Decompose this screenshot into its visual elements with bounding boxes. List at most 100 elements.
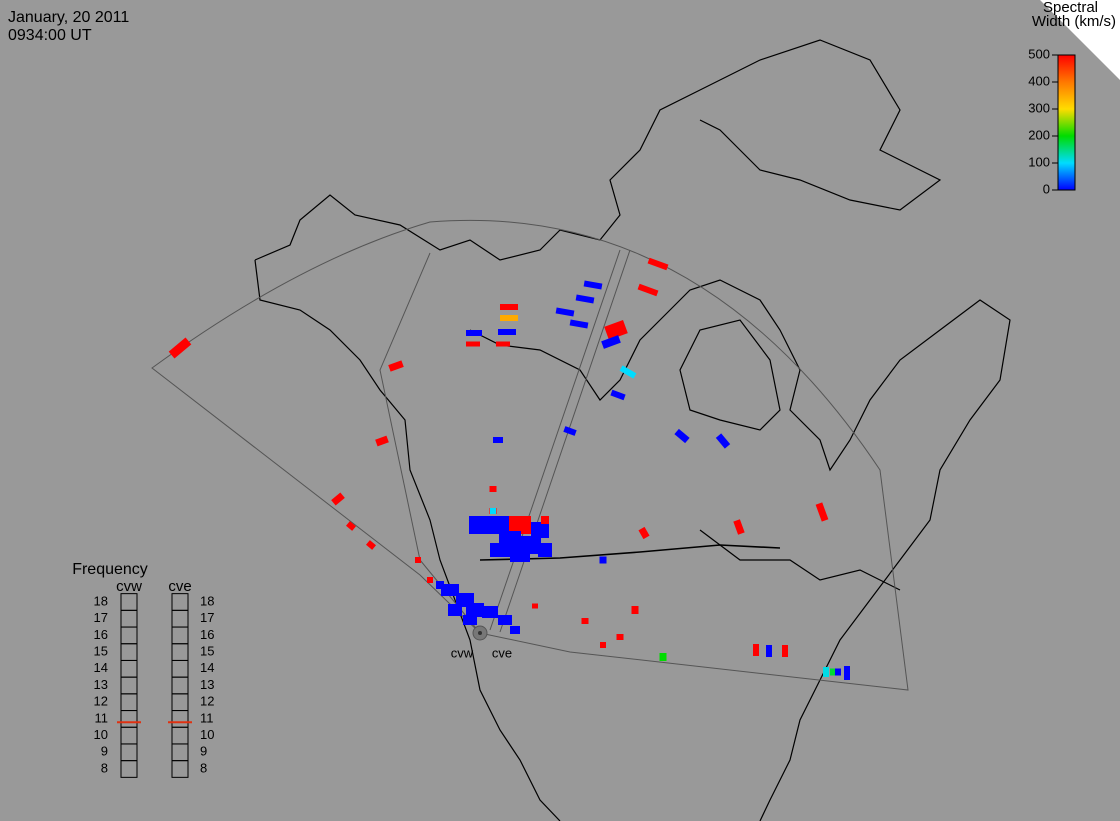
radar-cell [498,329,516,335]
radar-cell [532,603,538,609]
radar-cell [555,307,575,317]
scale-title: Spectral [1043,0,1098,16]
radar-cell [466,341,480,347]
radar-cell [427,577,433,583]
frequency-tick-label: 16 [200,627,214,642]
date: January, 20 2011 [8,9,129,26]
radar-cell [466,330,482,336]
scale-tick-label: 500 [1028,46,1050,61]
radar-cell [510,626,520,634]
site-label: cvw [451,645,474,660]
frequency-tick-label: 13 [94,677,108,692]
radar-cell [674,428,690,444]
radar-cell [601,335,621,349]
radar-cell [490,508,496,514]
radar-cell [168,337,192,359]
radar-cell [489,486,497,492]
radar-cell [575,294,595,304]
frequency-tick-label: 15 [94,644,108,659]
frequency-cell [171,593,189,611]
radar-cell [599,556,607,564]
radar-cell [469,516,491,534]
frequency-tick-label: 15 [200,644,214,659]
frequency-tick-label: 9 [200,744,207,759]
radar-cell [510,548,530,562]
frequency-tick-label: 13 [200,677,214,692]
frequency-tick-label: 12 [94,694,108,709]
radar-cell [500,304,518,310]
radar-cell [715,433,731,449]
frequency-tick-label: 18 [200,593,214,608]
radar-cell [638,526,650,540]
color-bar [1057,54,1076,191]
radar-cell [631,606,639,614]
coastlines [254,39,1011,821]
radar-cell [346,521,356,531]
frequency-tick-label: 11 [200,710,214,725]
radar-cell [637,283,659,297]
radar-cell [619,365,637,379]
radar-cell [366,540,376,550]
frequency-tick-label: 10 [200,727,214,742]
radar-cell [647,257,669,271]
frequency-cell [120,593,138,611]
radar-cell [844,666,850,680]
radar-cell [823,667,829,677]
field-of-view [151,219,909,691]
radar-cell [509,516,531,534]
radar-cell [830,668,836,676]
radar-cell [583,280,603,290]
radar-cell [815,502,829,522]
radar-cell [569,319,589,329]
radar-cell [493,437,503,443]
radar-site [478,631,482,635]
site-label: cve [492,645,512,660]
radar-cell [753,644,759,656]
radar-cell [600,642,606,648]
frequency-tick-label: 12 [200,694,214,709]
radar-cell [541,516,549,524]
radar-cell [835,668,841,676]
radar-cell [610,389,626,401]
radar-cell [441,584,459,596]
scale-title: Width (km/s) [1032,13,1116,30]
frequency-tick-label: 8 [200,760,207,775]
radar-name: cvw [116,578,142,595]
radar-cell [616,634,624,640]
radar-cell [388,360,404,372]
radar-cell [782,645,788,657]
radar-cell [496,341,510,347]
radar-cell [436,581,444,589]
frequency-tick-label: 9 [101,744,108,759]
frequency-tick-label: 17 [94,610,108,625]
radar-cell [331,492,345,506]
corner [1040,0,1120,80]
radar-cell [448,604,462,616]
radar-cell [466,603,484,617]
radar-cell [531,522,549,538]
frequency-tick-label: 17 [200,610,214,625]
radar-cell [498,615,512,625]
radar-cell [733,519,745,535]
scale-tick-label: 300 [1028,100,1050,115]
scale-tick-label: 100 [1028,154,1050,169]
radar-cell [604,320,628,340]
radar-cell [659,653,667,661]
scale-tick-label: 200 [1028,127,1050,142]
radar-cell [500,315,518,321]
time: 0934:00 UT [8,27,92,44]
scale-tick-label: 0 [1043,181,1050,196]
scale-tick-label: 400 [1028,73,1050,88]
frequency-tick-label: 14 [200,660,214,675]
radar-cell [538,543,552,557]
radar-cell [463,615,477,625]
radar-cell [581,618,589,624]
frequency-tick-label: 18 [94,593,108,608]
radar-cell [482,606,498,618]
frequency-tick-label: 11 [95,710,109,725]
radar-cell [375,435,389,447]
frequency-title: Frequency [72,561,148,578]
radar-cell [415,557,421,563]
